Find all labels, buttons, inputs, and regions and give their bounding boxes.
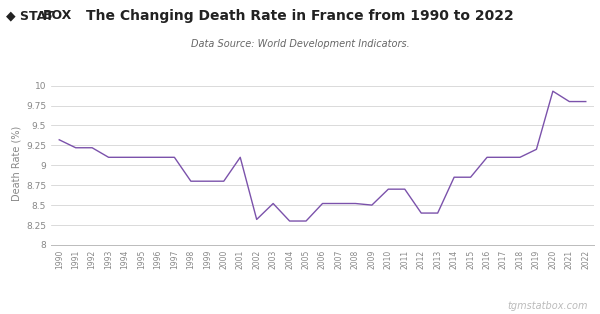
Text: ◆ STAT: ◆ STAT	[6, 9, 54, 22]
Text: BOX: BOX	[43, 9, 73, 22]
Text: tgmstatbox.com: tgmstatbox.com	[508, 301, 588, 311]
Text: Data Source: World Development Indicators.: Data Source: World Development Indicator…	[191, 39, 409, 49]
Y-axis label: Death Rate (%): Death Rate (%)	[12, 126, 22, 201]
Text: The Changing Death Rate in France from 1990 to 2022: The Changing Death Rate in France from 1…	[86, 9, 514, 24]
